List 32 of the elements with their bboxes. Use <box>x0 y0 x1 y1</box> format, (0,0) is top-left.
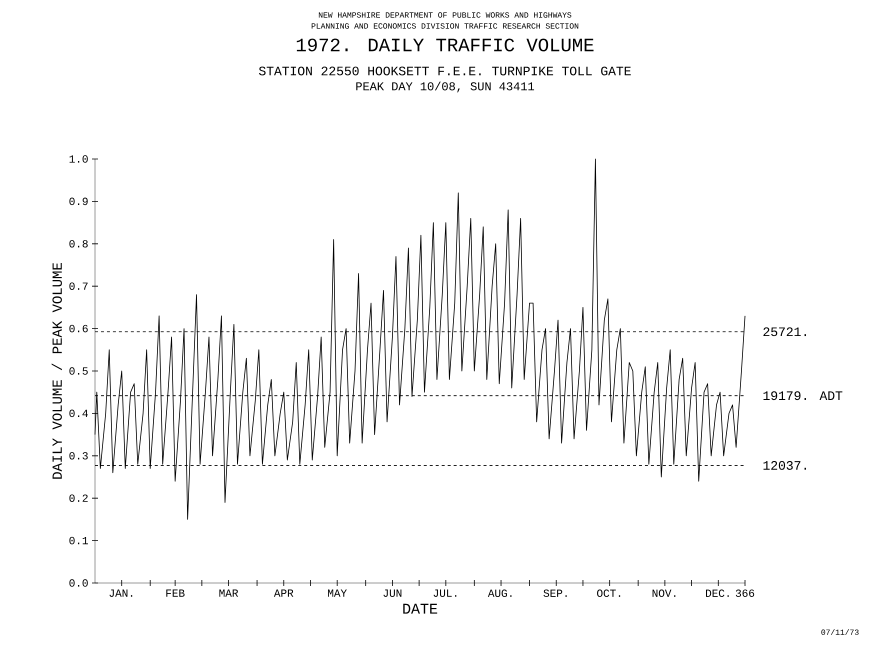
x-axis-title: DATE <box>403 604 438 614</box>
x-tick-label: SEP. <box>544 590 567 597</box>
x-tick-label: NOV. <box>652 590 676 597</box>
x-tick-label: OCT. <box>597 590 620 597</box>
y-axis-title: DAILY VOLUME / PEAK VOLUME <box>52 262 62 479</box>
y-tick-label: 0.9 <box>69 198 88 206</box>
y-tick-label: 0.7 <box>69 282 88 290</box>
x-tick-label: JUN <box>383 590 402 597</box>
x-tick-label: JUL. <box>434 590 456 597</box>
x-tick-label: JAN. <box>110 590 132 597</box>
x-tick-label: 366 <box>736 590 754 597</box>
x-tick-label: MAR <box>219 590 238 597</box>
x-tick-label: DEC. <box>706 590 729 597</box>
y-tick-label: 0.2 <box>69 494 88 502</box>
y-tick-label: 0.3 <box>69 452 88 460</box>
y-tick-label: 0.4 <box>69 410 88 418</box>
annotation: 12037. <box>763 461 806 470</box>
y-tick-label: 0.8 <box>69 240 88 248</box>
x-tick-label: AUG. <box>488 590 512 597</box>
chart-subtitle: STATION 22550 HOOKSETT F.E.E. TURNPIKE TOLL GATE <box>258 66 631 76</box>
text: PEAK DAY 10/08, SUN 43411 <box>356 82 534 92</box>
y-tick-label: 1.0 <box>70 155 88 163</box>
chart-title: 1972. DAILY TRAFFIC VOLUME <box>296 38 594 52</box>
y-tick-label: 0.6 <box>69 324 88 332</box>
x-tick-label: MAY <box>328 590 347 597</box>
annotation: 19179. ADT <box>763 391 842 400</box>
y-tick-label: 0.0 <box>69 579 88 587</box>
x-tick-label: FEB <box>166 590 185 597</box>
y-tick-label: 0.1 <box>69 536 88 544</box>
x-tick-label: APR <box>274 590 294 597</box>
y-tick-label: 0.5 <box>69 367 88 375</box>
annotation: 25721. <box>763 327 806 336</box>
